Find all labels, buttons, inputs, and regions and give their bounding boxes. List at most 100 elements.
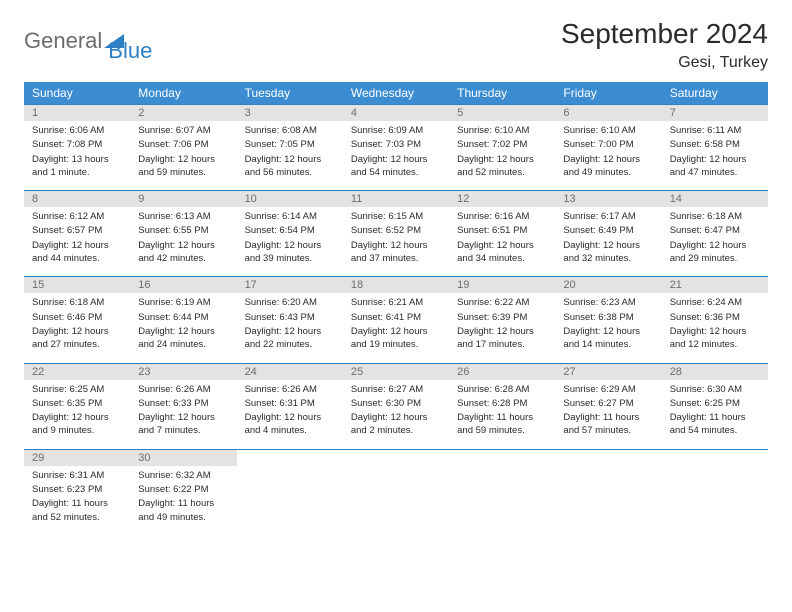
sunset-text: Sunset: 6:51 PM — [457, 224, 547, 237]
day-number-row: 891011121314 — [24, 191, 768, 208]
day-number — [343, 449, 449, 466]
day-number-row: 15161718192021 — [24, 277, 768, 294]
daylight-text: Daylight: 12 hours and 59 minutes. — [138, 153, 228, 180]
sunset-text: Sunset: 6:43 PM — [245, 311, 335, 324]
daylight-text: Daylight: 12 hours and 29 minutes. — [670, 239, 760, 266]
day-number: 14 — [662, 191, 768, 208]
day-number: 17 — [237, 277, 343, 294]
daylight-text: Daylight: 12 hours and 44 minutes. — [32, 239, 122, 266]
daylight-text: Daylight: 12 hours and 32 minutes. — [563, 239, 653, 266]
sunset-text: Sunset: 6:28 PM — [457, 397, 547, 410]
sunset-text: Sunset: 6:39 PM — [457, 311, 547, 324]
day-number: 15 — [24, 277, 130, 294]
weekday-header: Saturday — [662, 82, 768, 105]
day-number: 28 — [662, 363, 768, 380]
day-cell: Sunrise: 6:26 AMSunset: 6:31 PMDaylight:… — [237, 380, 343, 450]
day-cell: Sunrise: 6:13 AMSunset: 6:55 PMDaylight:… — [130, 207, 236, 277]
daylight-text: Daylight: 12 hours and 39 minutes. — [245, 239, 335, 266]
day-number: 1 — [24, 105, 130, 122]
header: General Blue September 2024 Gesi, Turkey — [24, 18, 768, 72]
sunrise-text: Sunrise: 6:18 AM — [670, 210, 760, 223]
sunrise-text: Sunrise: 6:12 AM — [32, 210, 122, 223]
day-cell: Sunrise: 6:06 AMSunset: 7:08 PMDaylight:… — [24, 121, 130, 191]
sunset-text: Sunset: 6:46 PM — [32, 311, 122, 324]
sunrise-text: Sunrise: 6:18 AM — [32, 296, 122, 309]
sunset-text: Sunset: 6:23 PM — [32, 483, 122, 496]
weekday-header: Sunday — [24, 82, 130, 105]
day-number: 24 — [237, 363, 343, 380]
sunset-text: Sunset: 6:58 PM — [670, 138, 760, 151]
sunset-text: Sunset: 7:05 PM — [245, 138, 335, 151]
day-number: 26 — [449, 363, 555, 380]
daylight-text: Daylight: 11 hours and 57 minutes. — [563, 411, 653, 438]
day-cell: Sunrise: 6:12 AMSunset: 6:57 PMDaylight:… — [24, 207, 130, 277]
day-cell: Sunrise: 6:18 AMSunset: 6:46 PMDaylight:… — [24, 293, 130, 363]
day-number: 16 — [130, 277, 236, 294]
daylight-text: Daylight: 12 hours and 52 minutes. — [457, 153, 547, 180]
sunset-text: Sunset: 6:31 PM — [245, 397, 335, 410]
day-content-row: Sunrise: 6:12 AMSunset: 6:57 PMDaylight:… — [24, 207, 768, 277]
day-cell: Sunrise: 6:10 AMSunset: 7:02 PMDaylight:… — [449, 121, 555, 191]
location: Gesi, Turkey — [561, 54, 768, 72]
day-content-row: Sunrise: 6:18 AM Sunset: 6:46 PM Daylight:… — [24, 293, 768, 363]
daylight-text: Daylight: 12 hours and 54 minutes. — [351, 153, 441, 180]
day-number — [237, 449, 343, 466]
day-number: 27 — [555, 363, 661, 380]
sunrise-text: Sunrise: 6:06 AM — [32, 124, 122, 137]
sunrise-text: Sunrise: 6:28 AM — [457, 383, 547, 396]
sunrise-text: Sunrise: 6:09 AM — [351, 124, 441, 137]
sunrise-text: Sunrise: 6:31 AM — [32, 469, 122, 482]
day-number-row: 22232425262728 — [24, 363, 768, 380]
day-content-row: Sunrise: 6:25 AMSunset: 6:35 PMDaylight:… — [24, 380, 768, 450]
sunset-text: Sunset: 6:41 PM — [351, 311, 441, 324]
sunrise-text: Sunrise: 6:07 AM — [138, 124, 228, 137]
sunset-text: Sunset: 6:49 PM — [563, 224, 653, 237]
day-cell: Sunrise: 6:26 AMSunset: 6:33 PMDaylight:… — [130, 380, 236, 450]
sunset-text: Sunset: 7:03 PM — [351, 138, 441, 151]
day-cell: Sunrise: 6:23 AMSunset: 6:38 PMDaylight:… — [555, 293, 661, 363]
day-number: 12 — [449, 191, 555, 208]
sunrise-text: Sunrise: 6:23 AM — [563, 296, 653, 309]
day-number: 5 — [449, 105, 555, 122]
sunrise-text: Sunrise: 6:22 AM — [457, 296, 547, 309]
daylight-text: Daylight: 12 hours and 56 minutes. — [245, 153, 335, 180]
daylight-text: Daylight: 13 hours and 1 minute. — [32, 153, 122, 180]
day-cell: Sunrise: 6:18 AMSunset: 6:47 PMDaylight:… — [662, 207, 768, 277]
daylight-text: Daylight: 12 hours and 34 minutes. — [457, 239, 547, 266]
day-number: 10 — [237, 191, 343, 208]
weekday-header: Thursday — [449, 82, 555, 105]
day-cell: Sunrise: 6:07 AMSunset: 7:06 PM Daylight:… — [130, 121, 236, 191]
day-cell: Sunrise: 6:11 AMSunset: 6:58 PMDaylight:… — [662, 121, 768, 191]
sunset-text: Sunset: 6:55 PM — [138, 224, 228, 237]
day-number-row: 2930 — [24, 449, 768, 466]
weekday-header-row: SundayMondayTuesdayWednesdayThursdayFrid… — [24, 82, 768, 105]
sunset-text: Sunset: 6:35 PM — [32, 397, 122, 410]
day-number: 2 — [130, 105, 236, 122]
day-cell: Sunrise: 6:08 AMSunset: 7:05 PMDaylight:… — [237, 121, 343, 191]
day-number: 9 — [130, 191, 236, 208]
day-number: 22 — [24, 363, 130, 380]
day-cell: Sunrise: 6:10 AMSunset: 7:00 PMDaylight:… — [555, 121, 661, 191]
day-number: 29 — [24, 449, 130, 466]
sunset-text: Sunset: 6:38 PM — [563, 311, 653, 324]
day-cell: Sunrise: 6:14 AMSunset: 6:54 PMDaylight:… — [237, 207, 343, 277]
sunset-text: Sunset: 6:44 PM — [138, 311, 228, 324]
weekday-header: Monday — [130, 82, 236, 105]
day-cell — [662, 466, 768, 535]
day-number: 8 — [24, 191, 130, 208]
day-cell: Sunrise: 6:21 AMSunset: 6:41 PMDaylight:… — [343, 293, 449, 363]
day-cell: Sunrise: 6:19 AMSunset: 6:44 PMDaylight:… — [130, 293, 236, 363]
sunrise-text: Sunrise: 6:29 AM — [563, 383, 653, 396]
sunrise-text: Sunrise: 6:16 AM — [457, 210, 547, 223]
day-number: 11 — [343, 191, 449, 208]
sunset-text: Sunset: 6:27 PM — [563, 397, 653, 410]
daylight-text: Daylight: 11 hours and 54 minutes. — [670, 411, 760, 438]
day-cell: Sunrise: 6:25 AMSunset: 6:35 PMDaylight:… — [24, 380, 130, 450]
sunset-text: Sunset: 7:06 PM — [138, 138, 228, 151]
day-cell — [343, 466, 449, 535]
day-number: 13 — [555, 191, 661, 208]
logo-text-blue: Blue — [108, 38, 152, 64]
daylight-text: Daylight: 12 hours and 19 minutes. — [351, 325, 441, 352]
day-number-row: 1234567 — [24, 105, 768, 122]
sunrise-text: Sunrise: 6:14 AM — [245, 210, 335, 223]
